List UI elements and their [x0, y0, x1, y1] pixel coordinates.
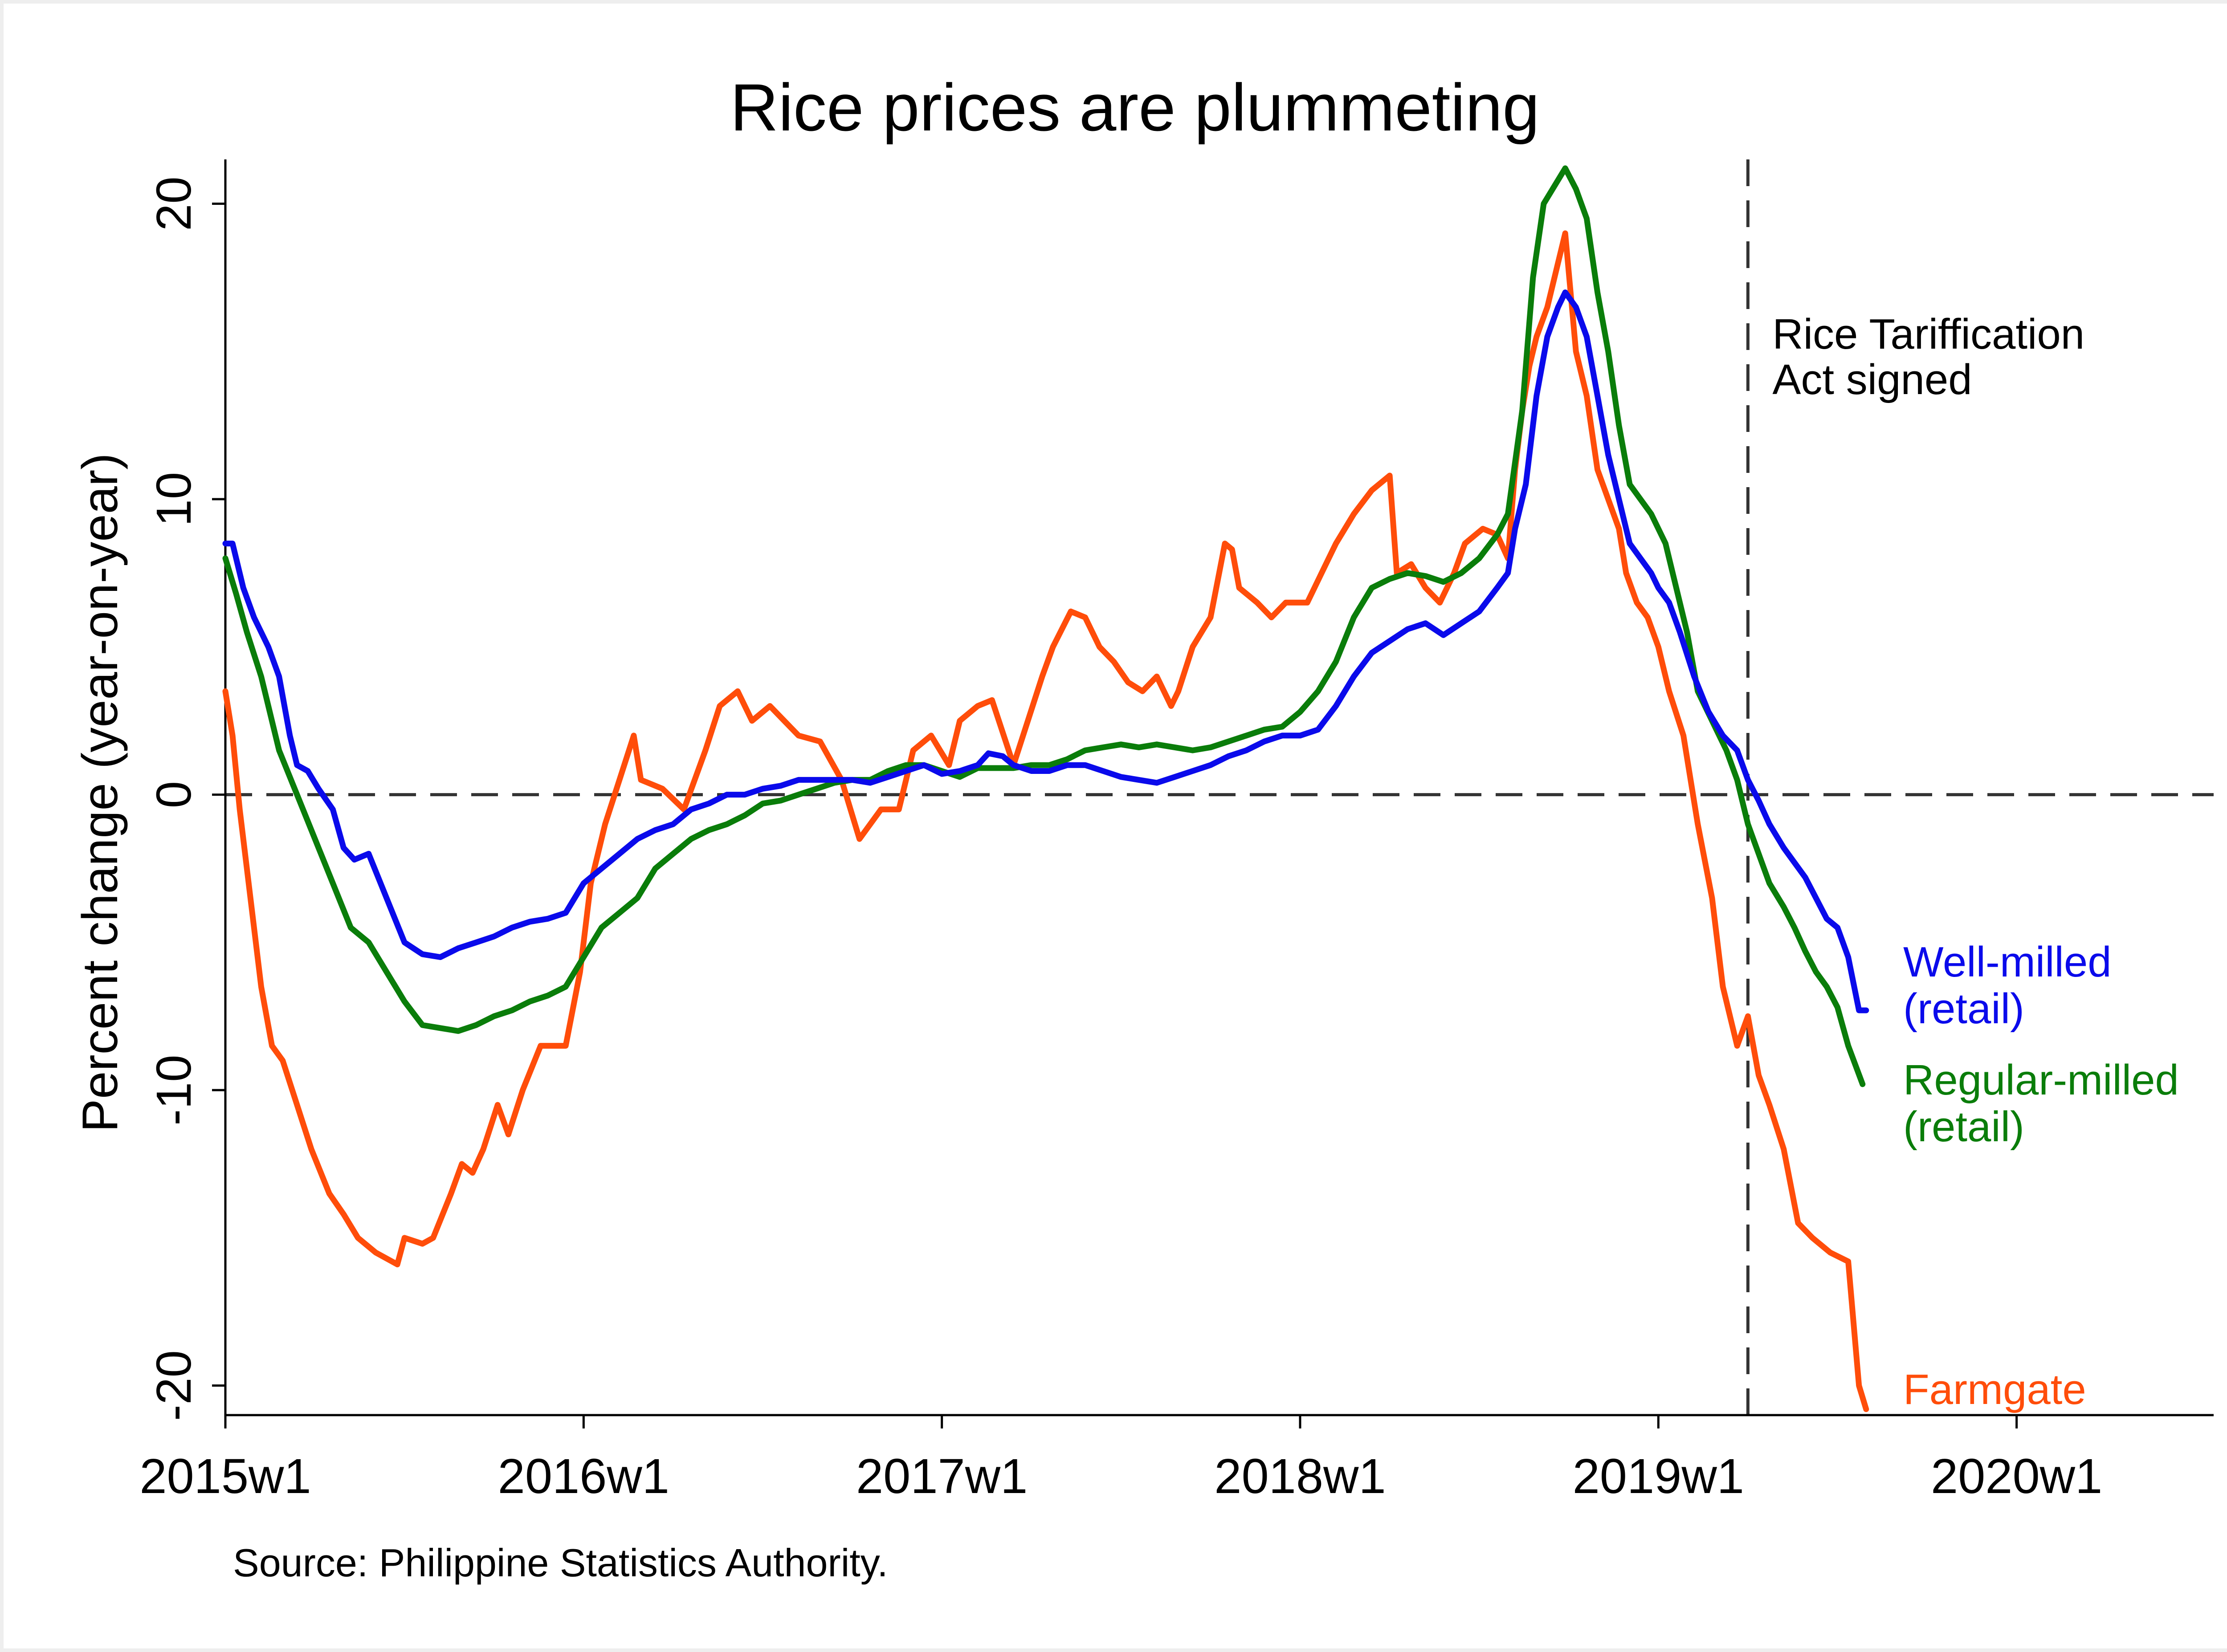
- series-labels: FarmgateRegular-milled(retail)Well-mille…: [1903, 938, 2179, 1413]
- policy-annotation-line: Act signed: [1772, 356, 1972, 403]
- axes: -20 -10 0 10 20 2015w1 2016w1 2017w1 2018w1 2019w…: [139, 159, 2214, 1504]
- y-tick-label: 0: [147, 781, 201, 808]
- series-line: [222, 230, 1869, 1412]
- y-tick-label: 10: [147, 472, 201, 526]
- series-label: (retail): [1903, 985, 2024, 1033]
- x-tick-label: 2020w1: [1931, 1449, 2102, 1504]
- series-line: [222, 289, 1869, 1013]
- series-label: Farmgate: [1903, 1366, 2086, 1413]
- y-tick-label: -10: [147, 1055, 201, 1126]
- line-chart: Rice prices are plummeting Percent chang…: [72, 70, 2214, 1585]
- x-tick-label: 2018w1: [1214, 1449, 1386, 1504]
- series-label: Well-milled: [1903, 938, 2112, 986]
- y-tick-label: -20: [147, 1350, 201, 1421]
- x-tick-label: 2015w1: [139, 1449, 311, 1504]
- chart-title: Rice prices are plummeting: [730, 70, 1539, 145]
- source-note: Source: Philippine Statistics Authority.: [233, 1541, 888, 1585]
- chart-frame: Rice prices are plummeting Percent chang…: [4, 4, 2227, 1648]
- x-tick-label: 2016w1: [498, 1449, 669, 1504]
- series-line: [222, 165, 1866, 1087]
- series-label: Regular-milled: [1903, 1056, 2179, 1104]
- x-tick-label: 2017w1: [856, 1449, 1028, 1504]
- policy-annotation-line: Rice Tariffication: [1772, 310, 2084, 358]
- y-axis-label: Percent change (year-on-year): [72, 453, 128, 1132]
- x-tick-label: 2019w1: [1573, 1449, 1744, 1504]
- series-lines: [222, 165, 1869, 1412]
- y-tick-label: 20: [147, 176, 201, 231]
- series-label: (retail): [1903, 1103, 2024, 1151]
